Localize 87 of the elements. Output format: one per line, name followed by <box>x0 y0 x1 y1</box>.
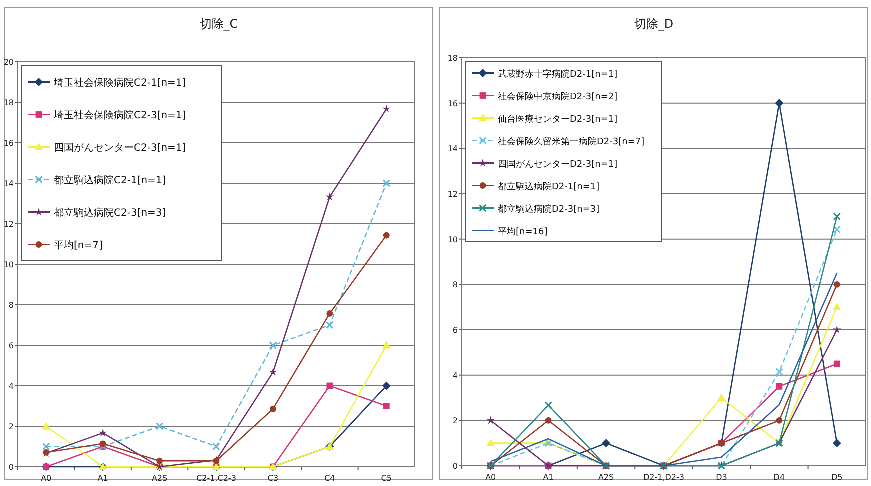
x-tick-label: C2-1,C2-3 <box>196 474 236 483</box>
legend-label: 都立駒込病院D2-1[n=1] <box>498 181 600 192</box>
legend-label: 平均[n=7] <box>54 239 103 252</box>
x-tick-label: A2S <box>152 474 168 483</box>
x-tick-label: A1 <box>543 473 554 482</box>
point <box>42 422 51 430</box>
point <box>718 394 726 402</box>
y-tick-label: 18 <box>448 54 458 63</box>
x-tick-label: A0 <box>486 473 496 482</box>
y-tick-label: 0 <box>452 462 458 471</box>
legend-label: 仙台医療センターD2-3[n=1] <box>498 114 618 125</box>
y-tick-label: 2 <box>452 416 458 426</box>
point <box>833 212 842 221</box>
y-tick-label: 12 <box>4 220 14 229</box>
point <box>486 439 496 447</box>
point <box>326 310 334 317</box>
x-tick-label: A1 <box>98 474 108 483</box>
y-tick-label: 6 <box>452 326 458 335</box>
point <box>383 232 390 239</box>
point <box>326 321 334 330</box>
point <box>156 422 164 430</box>
point <box>775 368 784 376</box>
y-tick-label: 12 <box>448 190 458 199</box>
point <box>326 382 334 390</box>
legend-label: 武蔵野赤十字病院D2-1[n=1] <box>498 68 618 80</box>
y-tick-label: 0 <box>8 463 14 472</box>
x-tick-label: D3 <box>716 473 728 482</box>
legend-label: 社会保険中京病院D2-3[n=2] <box>498 91 618 102</box>
point <box>326 192 334 201</box>
y-tick-label: 18 <box>4 98 14 108</box>
point <box>383 403 390 410</box>
point <box>832 439 842 448</box>
y-tick-label: 14 <box>4 180 14 188</box>
point <box>100 440 106 448</box>
y-tick-label: 14 <box>448 144 458 154</box>
legend-label: 都立駒込病院C2-3[n=3] <box>54 206 166 219</box>
point <box>544 402 553 410</box>
legend-label: 埼玉社会保険病院C2-1[n=1] <box>53 76 186 89</box>
y-tick-label: 16 <box>448 99 458 108</box>
y-tick-label: 20 <box>4 58 14 67</box>
point <box>382 341 391 349</box>
point <box>602 439 610 448</box>
x-tick-label: A0 <box>41 474 52 483</box>
point <box>269 342 278 350</box>
legend-label: 平均[n=16] <box>498 226 548 238</box>
point <box>270 406 276 412</box>
point <box>832 326 842 334</box>
point <box>212 442 220 451</box>
x-tick-label: D5 <box>832 473 843 482</box>
legend-label: 四国がんセンターD2-3[n=1] <box>498 160 618 170</box>
point <box>834 360 840 368</box>
point <box>545 417 552 424</box>
point <box>382 104 391 113</box>
y-tick-label: 4 <box>452 371 458 380</box>
point <box>776 383 783 390</box>
x-tick-label: C4 <box>324 474 336 483</box>
point <box>156 458 163 464</box>
point <box>42 442 50 451</box>
y-tick-label: 10 <box>448 235 458 244</box>
point <box>834 281 840 288</box>
y-tick-label: 2 <box>8 422 14 432</box>
y-tick-label: 8 <box>452 280 458 290</box>
y-tick-label: 16 <box>4 139 14 148</box>
y-tick-label: 10 <box>4 260 14 270</box>
y-tick-label: 6 <box>8 342 14 350</box>
chart-title: 切除_C <box>200 17 238 31</box>
point <box>269 368 278 376</box>
x-tick-label: C5 <box>381 474 392 483</box>
point <box>382 180 391 188</box>
point <box>382 382 391 390</box>
legend-label: 都立駒込病院C2-1[n=1] <box>54 174 166 186</box>
x-tick-label: D4 <box>774 473 786 482</box>
x-tick-label: A2S <box>598 473 614 482</box>
legend-label: 埼玉社会保険病院C2-3[n=1] <box>53 109 186 122</box>
x-tick-label: D2-1,D2-3 <box>644 473 684 482</box>
point <box>833 226 842 234</box>
y-tick-label: 8 <box>8 301 14 310</box>
x-tick-label: C3 <box>268 474 279 483</box>
legend-label: 社会保険久留米第一病院D2-3[n=7] <box>498 136 645 148</box>
chart-title: 切除_D <box>634 17 674 31</box>
point <box>832 303 842 311</box>
point <box>98 428 108 437</box>
legend-label: 都立駒込病院D2-3[n=3] <box>498 204 600 215</box>
point <box>486 416 496 424</box>
y-tick-label: 4 <box>8 382 14 391</box>
legend-label: 四国がんセンターC2-3[n=1] <box>54 142 186 154</box>
point <box>776 417 783 424</box>
